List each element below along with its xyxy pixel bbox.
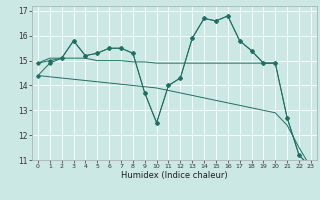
X-axis label: Humidex (Indice chaleur): Humidex (Indice chaleur)	[121, 171, 228, 180]
